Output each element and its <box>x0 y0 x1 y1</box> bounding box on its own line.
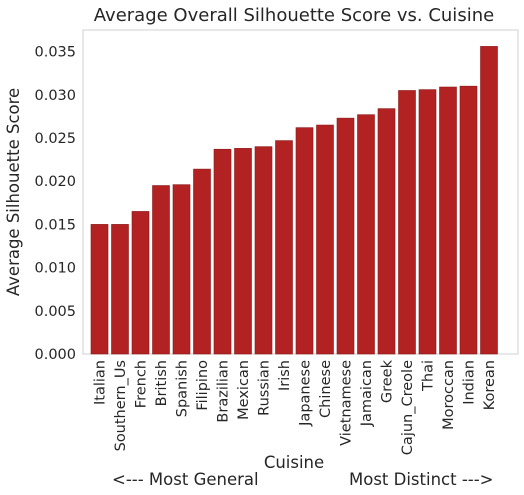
x-axis-sublabel-left: <--- Most General <box>112 470 259 489</box>
y-tick-label: 0.030 <box>34 88 76 104</box>
bar-brazilian <box>213 148 232 355</box>
y-tick-label: 0.035 <box>34 45 76 61</box>
x-tick-label: Indian <box>462 360 478 405</box>
bar-korean <box>480 46 498 355</box>
y-axis-label: Average Silhouette Score <box>4 88 23 296</box>
y-tick-label: 0.015 <box>34 217 76 233</box>
bar-filipino <box>193 168 211 355</box>
x-tick-label: Southern_Us <box>113 360 129 451</box>
bar-japanese <box>295 127 314 355</box>
bar-chinese <box>316 124 334 355</box>
x-tick-label: Italian <box>93 360 109 405</box>
x-tick-label: Brazilian <box>216 360 232 423</box>
x-tick-label: Chinese <box>318 360 334 418</box>
x-tick-label: Filipino <box>195 360 211 411</box>
x-tick-label: Moroccan <box>441 360 457 430</box>
y-tick-label: 0.000 <box>34 347 76 363</box>
x-tick-label: Korean <box>482 360 498 410</box>
x-tick-label: Mexican <box>236 360 252 420</box>
bar-british <box>152 185 170 355</box>
bars-group <box>90 46 498 355</box>
bar-italian <box>90 224 109 355</box>
x-axis-sublabel-right: Most Distinct ---> <box>349 470 494 489</box>
y-tick-label: 0.010 <box>34 261 76 277</box>
bar-french <box>131 211 150 355</box>
y-tick-label: 0.025 <box>34 131 76 147</box>
x-tick-label: Japanese <box>298 360 314 427</box>
chart-title: Average Overall Silhouette Score vs. Cui… <box>94 5 494 26</box>
bar-southern-us <box>111 224 129 355</box>
x-tick-label: Spanish <box>175 360 191 417</box>
bar-thai <box>418 89 437 355</box>
x-tick-label: Jamaican <box>359 360 375 427</box>
bar-russian <box>254 146 273 355</box>
bar-irish <box>275 140 293 355</box>
x-axis-ticks: Italian Southern_Us French British Spanish Fi… <box>93 359 499 455</box>
x-tick-label: Cajun_Creole <box>400 360 416 455</box>
x-tick-label: Vietnamese <box>339 360 355 446</box>
y-tick-label: 0.020 <box>34 174 76 190</box>
y-axis-ticks: 0.000 0.005 0.010 0.015 0.020 0.025 0.030 0.035 <box>34 45 76 363</box>
x-tick-label: Russian <box>257 360 273 416</box>
y-tick-label: 0.005 <box>34 304 76 320</box>
bar-jamaican <box>357 114 375 355</box>
bar-indian <box>459 85 478 355</box>
x-tick-label: French <box>134 360 150 408</box>
x-tick-label: Irish <box>277 360 293 391</box>
x-tick-label: Thai <box>421 360 437 392</box>
bar-mexican <box>234 148 252 355</box>
x-tick-label: Greek <box>380 359 396 403</box>
bar-moroccan <box>439 86 457 355</box>
x-tick-label: British <box>154 360 170 406</box>
x-axis-label: Cuisine <box>264 453 324 472</box>
bar-vietnamese <box>336 117 355 355</box>
bar-cajun-creole <box>398 90 416 355</box>
bar-greek <box>377 108 396 355</box>
bar-spanish <box>172 184 191 355</box>
